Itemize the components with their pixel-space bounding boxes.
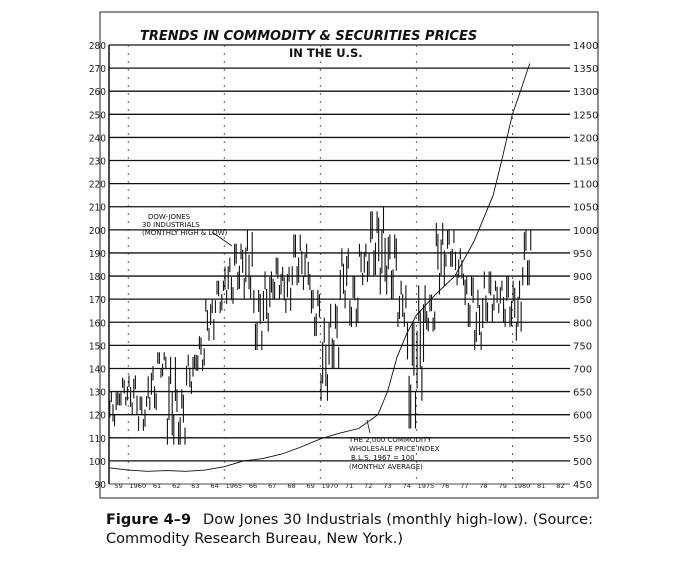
x-tick-label: 74	[403, 482, 411, 490]
x-tick-label: 1970	[322, 482, 339, 490]
dow-label: 30 INDUSTRIALS	[142, 221, 200, 229]
index-label: WHOLESALE PRICE INDEX	[349, 445, 440, 453]
right-tick-label: 1300	[573, 87, 598, 98]
right-tick-label: 950	[573, 249, 592, 260]
index-label-pointer	[366, 419, 371, 434]
x-tick-label: 66	[249, 482, 257, 490]
x-tick-label: 1975	[418, 482, 435, 490]
left-tick-label: 270	[89, 64, 106, 75]
right-tick-label: 650	[573, 388, 592, 399]
left-tick-label: 110	[89, 434, 106, 445]
x-tick-label: 61	[153, 482, 161, 490]
series	[108, 63, 532, 472]
left-tick-label: 180	[89, 272, 106, 283]
right-tick-label: 450	[573, 480, 592, 491]
left-tick-label: 200	[89, 226, 106, 237]
chart-subtitle: IN THE U.S.	[289, 46, 363, 60]
left-tick-label: 190	[89, 249, 106, 260]
left-tick-label: 220	[89, 180, 106, 191]
left-tick-label: 90	[95, 480, 107, 491]
left-tick-label: 130	[89, 388, 106, 399]
axes: 90 100 110 120 130 140 150 160 170 180 190 200 210 22…	[89, 41, 599, 491]
right-tick-label: 1400	[573, 41, 598, 52]
x-tick-label: 1980	[514, 482, 531, 490]
commodity-index-line	[108, 63, 531, 472]
x-tick-label: 76	[441, 482, 449, 490]
x-tick-label: 1960	[130, 482, 147, 490]
dow-label-pointer	[211, 231, 233, 247]
dow-label: DOW-JONES	[148, 213, 191, 221]
caption-text: Dow Jones 30 Industrials (monthly high-l…	[106, 512, 593, 547]
x-tick-label: 59	[114, 482, 122, 490]
index-label: THE 2,000 COMMODITY	[348, 436, 432, 444]
x-tick-label: 68	[287, 482, 295, 490]
x-tick-label: 72	[364, 482, 372, 490]
right-tick-label: 900	[573, 272, 592, 283]
left-tick-label: 100	[89, 457, 106, 468]
index-label: B.L.S. 1967 = 100	[351, 454, 415, 462]
left-tick-label: 250	[89, 110, 106, 121]
x-tick-label: 78	[479, 482, 487, 490]
left-tick-label: 140	[89, 364, 106, 375]
x-tick-label: 73	[383, 482, 391, 490]
chart-frame	[99, 11, 599, 499]
right-tick-label: 1200	[573, 133, 598, 144]
left-tick-label: 260	[89, 87, 106, 98]
x-tick-label: 63	[191, 482, 199, 490]
index-label: (MONTHLY AVERAGE)	[349, 463, 423, 471]
right-tick-label: 1150	[573, 157, 598, 168]
x-tick-label: 81	[537, 482, 545, 490]
right-tick-label: 1350	[573, 64, 598, 75]
right-tick-label: 1050	[573, 203, 598, 214]
left-tick-label: 240	[89, 133, 106, 144]
right-tick-label: 600	[573, 411, 592, 422]
left-tick-label: 210	[89, 203, 106, 214]
left-tick-label: 230	[89, 157, 106, 168]
left-tick-label: 120	[89, 411, 106, 422]
x-tick-label: 71	[345, 482, 353, 490]
x-tick-label: 69	[307, 482, 315, 490]
left-tick-label: 150	[89, 341, 106, 352]
x-tick-label: 82	[556, 482, 564, 490]
x-tick-label: 62	[172, 482, 180, 490]
right-tick-label: 1250	[573, 110, 598, 121]
right-tick-label: 550	[573, 434, 592, 445]
right-tick-label: 750	[573, 341, 592, 352]
dow-label: (MONTHLY HIGH & LOW)	[142, 229, 228, 237]
x-tick-label: 67	[268, 482, 276, 490]
x-tick-label: 77	[460, 482, 468, 490]
figure-caption: Figure 4–9 Dow Jones 30 Industrials (mont…	[106, 511, 666, 549]
left-tick-label: 170	[89, 295, 106, 306]
grid	[99, 11, 599, 499]
x-tick-label: 79	[499, 482, 507, 490]
x-tick-label: 64	[211, 482, 219, 490]
right-tick-label: 800	[573, 318, 592, 329]
right-tick-label: 1000	[573, 226, 598, 237]
right-tick-label: 500	[573, 457, 592, 468]
figure-number: Figure 4–9	[106, 512, 192, 528]
left-tick-label: 160	[89, 318, 106, 329]
right-tick-label: 850	[573, 295, 592, 306]
left-tick-label: 280	[89, 41, 106, 52]
right-tick-label: 700	[573, 364, 592, 375]
x-tick-label: 1965	[226, 482, 243, 490]
right-tick-label: 1100	[573, 180, 598, 191]
chart-title: TRENDS IN COMMODITY & SECURITIES PRICES	[140, 29, 477, 44]
